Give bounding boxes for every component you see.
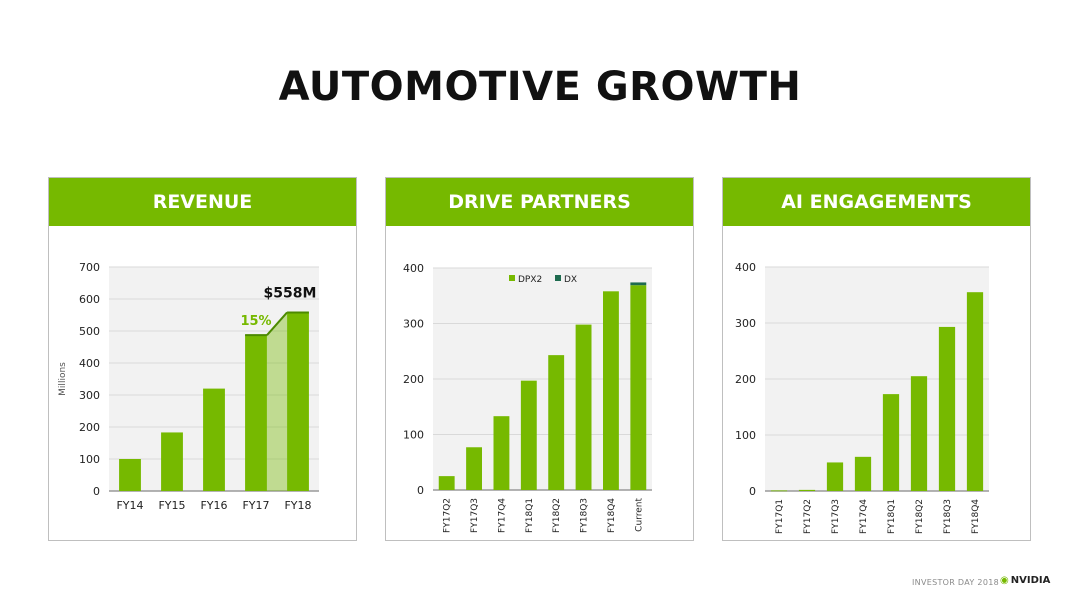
bar	[854, 456, 872, 491]
drive-partners-panel: DRIVE PARTNERS 0 100 200 300 400 FY17Q2 FY17Q3…	[385, 177, 694, 541]
y-tick-label: 200	[79, 421, 100, 434]
bar	[493, 416, 510, 490]
y-tick-label: 300	[735, 317, 756, 330]
growth-connector-line	[266, 311, 288, 336]
bar	[119, 459, 141, 491]
x-tick-label: FY18	[284, 499, 311, 512]
y-tick-label: 0	[417, 484, 424, 497]
revenue-panel-header: REVENUE	[49, 178, 356, 226]
x-tick-label: FY17Q1	[775, 499, 785, 534]
ai-engagements-panel-header: AI ENGAGEMENTS	[723, 178, 1030, 226]
y-axis-label: Millions	[58, 362, 68, 396]
bar	[245, 335, 267, 491]
ai-engagements-chart: 0 100 200 300 400 FY17Q1 FY17Q2 FY17Q3 FY17Q4 FY1…	[735, 261, 989, 534]
y-tick-label: 500	[79, 325, 100, 338]
x-tick-label: FY18Q1	[525, 498, 535, 533]
y-tick-label: 200	[735, 373, 756, 386]
x-tick-label: FY18Q4	[971, 499, 981, 534]
bar	[938, 326, 956, 491]
y-tick-label: 0	[93, 485, 100, 498]
bar	[575, 324, 592, 490]
drive-partners-chart: 0 100 200 300 400 FY17Q2 FY17Q3 FY17Q4 FY18Q1 FY1…	[403, 262, 652, 533]
revenue-chart: 0 100 200 300 400 500 600 700 FY14 FY15 FY16 FY17 FY…	[58, 261, 319, 512]
y-tick-label: 0	[749, 485, 756, 498]
y-tick-label: 300	[79, 389, 100, 402]
x-tick-label: FY17Q4	[859, 499, 869, 534]
legend-swatch-dpx2	[509, 275, 515, 281]
bar	[826, 462, 844, 491]
bar	[798, 489, 816, 491]
x-tick-label: FY18Q3	[580, 498, 590, 533]
bar	[770, 490, 788, 492]
x-tick-label: FY15	[158, 499, 185, 512]
y-tick-label: 400	[79, 357, 100, 370]
x-tick-label: FY17	[242, 499, 269, 512]
x-tick-label: FY18Q2	[915, 499, 925, 534]
x-tick-label: FY18Q1	[887, 499, 897, 534]
bar	[287, 312, 309, 491]
x-tick-label: FY17Q3	[831, 499, 841, 534]
bar	[630, 285, 647, 490]
y-tick-label: 700	[79, 261, 100, 274]
bar	[966, 292, 984, 491]
x-tick-label: FY18Q3	[943, 499, 953, 534]
footer-brand-text: NVIDIA	[1010, 575, 1051, 586]
bar	[882, 394, 900, 491]
y-tick-label: 100	[79, 453, 100, 466]
legend-label-dpx2: DPX2	[518, 275, 542, 285]
y-tick-label: 400	[735, 261, 756, 274]
x-tick-label: FY16	[200, 499, 227, 512]
x-tick-label: FY18Q4	[607, 498, 617, 533]
legend-swatch-dx	[555, 275, 561, 281]
y-tick-label: 100	[403, 429, 424, 442]
slide-title: AUTOMOTIVE GROWTH	[278, 64, 802, 110]
bar	[602, 291, 619, 490]
y-tick-label: 200	[403, 373, 424, 386]
latest-value-annotation: $558M	[264, 285, 317, 301]
x-tick-label: FY17Q4	[497, 498, 507, 533]
x-tick-label: FY18Q2	[552, 498, 562, 533]
x-tick-label: Current	[634, 498, 644, 532]
y-tick-label: 600	[79, 293, 100, 306]
bar	[910, 376, 928, 491]
x-tick-label: FY17Q2	[443, 498, 453, 533]
growth-connector-area	[266, 312, 288, 491]
y-tick-label: 100	[735, 429, 756, 442]
x-tick-label: FY17Q2	[803, 499, 813, 534]
bar	[161, 432, 183, 491]
legend-label-dx: DX	[564, 275, 577, 285]
x-tick-label: FY17Q3	[470, 498, 480, 533]
footer-logo: ◉ NVIDIA	[1000, 575, 1050, 586]
bar	[630, 282, 647, 286]
footer-event-label: INVESTOR DAY 2018	[912, 578, 999, 587]
nvidia-eye-icon: ◉	[1000, 575, 1009, 586]
y-tick-label: 300	[403, 318, 424, 331]
x-tick-label: FY14	[116, 499, 143, 512]
bar	[548, 355, 565, 490]
ai-engagements-panel: AI ENGAGEMENTS 0 100 200 300 400 FY17Q1 FY17Q2…	[722, 177, 1031, 541]
bar	[203, 388, 225, 491]
drive-partners-panel-header: DRIVE PARTNERS	[386, 178, 693, 226]
bar	[520, 380, 537, 490]
growth-annotation: 15%	[240, 314, 271, 329]
y-tick-label: 400	[403, 262, 424, 275]
revenue-panel: REVENUE 0 100 200 300 400 500 600 700 FY14 FY15 FY…	[48, 177, 357, 541]
bar	[466, 447, 483, 490]
bar	[438, 476, 455, 490]
